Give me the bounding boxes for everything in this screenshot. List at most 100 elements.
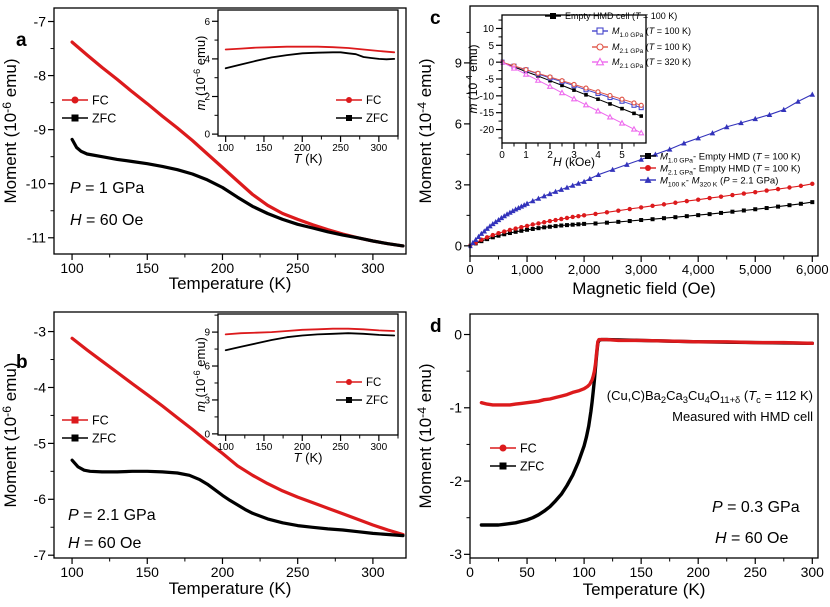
svg-text:H (kOe): H (kOe) (553, 155, 595, 169)
svg-text:4,000: 4,000 (682, 262, 715, 277)
svg-text:300: 300 (801, 564, 825, 580)
svg-text:H = 60 Oe: H = 60 Oe (70, 212, 143, 229)
svg-text:Moment (10-6 emu): Moment (10-6 emu) (0, 58, 20, 203)
svg-text:200: 200 (687, 564, 711, 580)
svg-text:200: 200 (294, 143, 311, 154)
svg-text:-7: -7 (34, 547, 47, 563)
svg-text:5,000: 5,000 (739, 262, 772, 277)
svg-text:9: 9 (455, 55, 462, 70)
svg-text:ZFC: ZFC (520, 460, 544, 474)
svg-text:0: 0 (499, 150, 505, 161)
svg-text:3: 3 (455, 177, 462, 192)
svg-text:-3: -3 (34, 323, 47, 339)
svg-text:6: 6 (204, 362, 210, 373)
svg-text:200: 200 (211, 260, 235, 276)
svg-text:5: 5 (488, 41, 494, 52)
svg-text:100: 100 (217, 442, 234, 453)
svg-text:3: 3 (571, 150, 577, 161)
svg-text:1,000: 1,000 (511, 262, 544, 277)
svg-text:10: 10 (483, 24, 495, 35)
svg-text:T (K): T (K) (294, 450, 323, 465)
svg-text:Magnetic field (Oe): Magnetic field (Oe) (572, 279, 716, 298)
svg-text:FC: FC (366, 95, 381, 107)
svg-text:Temperature (K): Temperature (K) (583, 580, 706, 599)
svg-text:150: 150 (256, 442, 273, 453)
svg-text:250: 250 (332, 442, 349, 453)
svg-text:-2: -2 (450, 473, 463, 489)
svg-text:150: 150 (136, 564, 160, 580)
chart-d-moment-vs-temperature-0p3gpa: 0 50 100 150 200 250 300 0 -1 -2 -3 Temperature (K)… (415, 313, 825, 599)
svg-text:-4: -4 (34, 379, 47, 395)
svg-text:0: 0 (454, 326, 462, 342)
panel-c: 0 1,000 2,000 3,000 4,000 5,000 6,000 0 3 6 9 Magne… (415, 0, 830, 305)
svg-text:250: 250 (286, 260, 310, 276)
svg-text:1: 1 (523, 150, 529, 161)
svg-text:Temperature (K): Temperature (K) (169, 274, 292, 293)
svg-text:50: 50 (519, 564, 535, 580)
svg-text:150: 150 (629, 564, 653, 580)
svg-text:M2.1 GPa (T = 320 K): M2.1 GPa (T = 320 K) (612, 57, 691, 70)
svg-text:M1.0 GPa (T = 100 K): M1.0 GPa (T = 100 K) (612, 26, 691, 39)
svg-text:200: 200 (294, 442, 311, 453)
svg-text:P = 1 GPa: P = 1 GPa (70, 180, 144, 197)
svg-text:Moment (10-4 emu): Moment (10-4 emu) (415, 58, 435, 203)
svg-text:P = 2.1 GPa: P = 2.1 GPa (68, 507, 156, 524)
svg-text:ZFC: ZFC (92, 112, 116, 126)
svg-text:d: d (430, 316, 442, 337)
svg-text:Moment (10-4 emu): Moment (10-4 emu) (415, 363, 435, 508)
svg-text:100: 100 (217, 143, 234, 154)
svg-text:100: 100 (572, 564, 596, 580)
svg-text:-5: -5 (34, 435, 47, 451)
svg-text:100: 100 (60, 260, 84, 276)
svg-text:6: 6 (455, 116, 462, 131)
svg-text:9: 9 (204, 328, 210, 339)
svg-text:M2.1 GPa- Empty HMD (T = 100 K: M2.1 GPa- Empty HMD (T = 100 K) (660, 163, 800, 176)
svg-text:-3: -3 (450, 546, 463, 562)
svg-text:-15: -15 (480, 108, 495, 119)
svg-text:2,000: 2,000 (568, 262, 601, 277)
svg-text:Empty HMD cell (T = 100 K): Empty HMD cell (T = 100 K) (565, 11, 677, 21)
svg-text:300: 300 (371, 442, 388, 453)
svg-text:-7: -7 (34, 13, 47, 29)
svg-text:-8: -8 (34, 67, 47, 83)
svg-text:a: a (16, 30, 27, 51)
svg-text:0: 0 (455, 238, 462, 253)
svg-text:5: 5 (619, 150, 625, 161)
svg-text:4: 4 (204, 54, 210, 65)
svg-text:6,000: 6,000 (796, 262, 829, 277)
svg-text:-10: -10 (26, 176, 46, 192)
svg-text:b: b (16, 352, 28, 373)
svg-text:H = 60 Oe: H = 60 Oe (68, 535, 141, 552)
svg-text:m (10-4 emu): m (10-4 emu) (464, 44, 480, 113)
svg-text:-5: -5 (485, 75, 494, 86)
svg-text:250: 250 (332, 143, 349, 154)
svg-text:0: 0 (204, 130, 210, 141)
chart-c-moment-vs-field: 0 1,000 2,000 3,000 4,000 5,000 6,000 0 3 6 9 Magne… (415, 5, 829, 298)
panel-a: 100 150 200 250 300 -7 -8 -9 -10 -11 Temperature (… (0, 0, 415, 305)
svg-text:150: 150 (256, 143, 273, 154)
svg-text:-11: -11 (27, 230, 46, 246)
svg-text:(Cu,C)Ba2Ca3Cu4O11+δ (Tc = 112: (Cu,C)Ba2Ca3Cu4O11+δ (Tc = 112 K) (607, 388, 813, 405)
svg-text:FC: FC (520, 442, 537, 456)
panel-d: 0 50 100 150 200 250 300 0 -1 -2 -3 Temperature (K)… (415, 300, 830, 607)
svg-text:3,000: 3,000 (625, 262, 658, 277)
panel-b: 100 150 200 250 300 -3 -4 -5 -6 -7 Temperature (K)… (0, 300, 415, 607)
svg-text:0: 0 (488, 58, 494, 69)
svg-text:0: 0 (204, 429, 210, 440)
svg-text:-9: -9 (34, 122, 47, 138)
svg-text:100: 100 (60, 564, 84, 580)
svg-text:c: c (430, 8, 441, 29)
chart-b-moment-vs-temperature-2p1gpa: 100 150 200 250 300 -3 -4 -5 -6 -7 Temperature (K)… (0, 311, 407, 598)
svg-text:FC: FC (92, 94, 109, 108)
svg-text:250: 250 (744, 564, 768, 580)
svg-text:200: 200 (211, 564, 235, 580)
svg-text:300: 300 (361, 564, 385, 580)
svg-text:-1: -1 (450, 400, 463, 416)
svg-text:Moment (10-6 emu): Moment (10-6 emu) (0, 362, 20, 507)
svg-text:M1.0 GPa- Empty HMD (T = 100 K: M1.0 GPa- Empty HMD (T = 100 K) (660, 151, 800, 164)
svg-text:0: 0 (466, 262, 473, 277)
svg-text:-6: -6 (34, 491, 47, 507)
svg-text:ZFC: ZFC (366, 395, 388, 407)
svg-text:250: 250 (286, 564, 310, 580)
